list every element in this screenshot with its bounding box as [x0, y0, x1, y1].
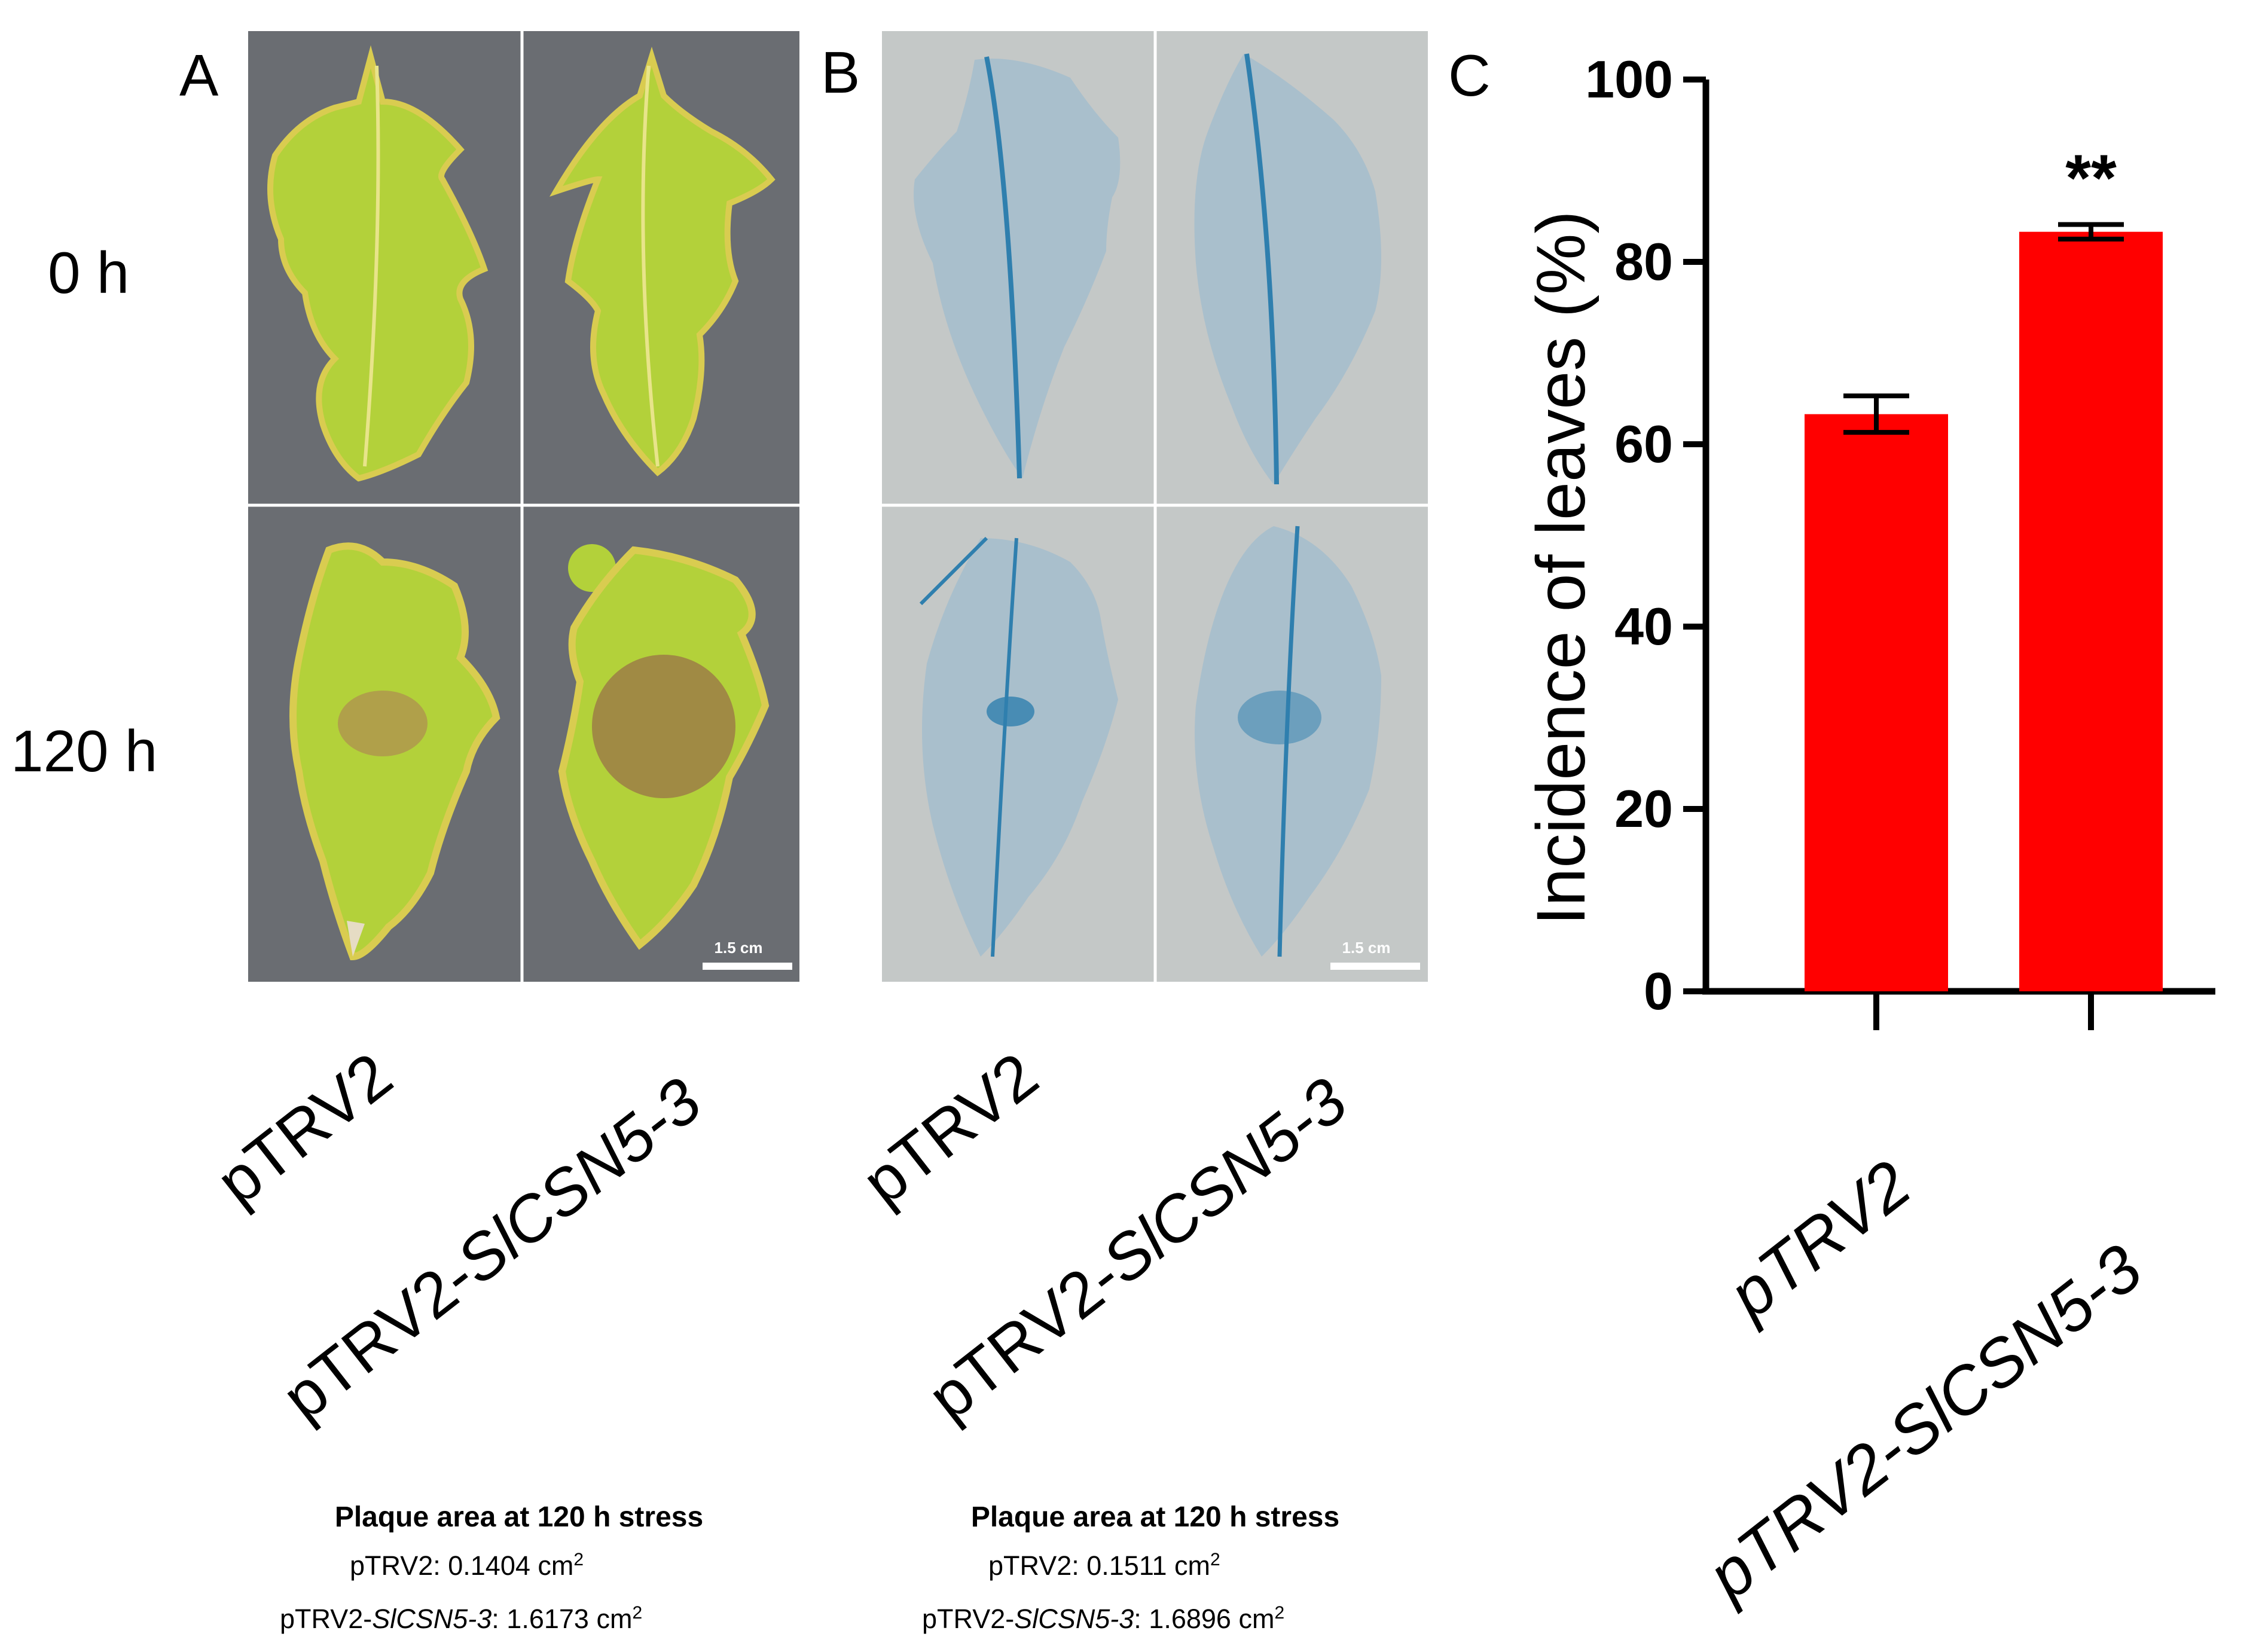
caption-b-title: Plaque area at 120 h stress: [971, 1501, 1339, 1533]
leaf-photo-b-120h-ptrv2: [919, 536, 1118, 957]
xlabel-a-ptrv2: pTRV2: [203, 1039, 405, 1219]
bar-ptrv2-slcsn5-3: [2019, 231, 2163, 991]
caption-a-line1: pTRV2: 0.1404 cm2: [350, 1550, 584, 1581]
xlabel-b-ptrv2: pTRV2: [849, 1039, 1051, 1219]
leaf-photo-a-0h-ptrv2: [267, 45, 489, 482]
leaf-photo-b-0h-ptrv2: [914, 56, 1121, 479]
leaf-photo-b-0h-slcsn5: [1194, 53, 1381, 485]
leaf-photo-a-120h-ptrv2: [289, 542, 500, 961]
row-label-120h: 120 h: [11, 718, 157, 784]
row-label-0h: 0 h: [48, 240, 129, 306]
y-tick-label: 20: [1614, 779, 1673, 838]
scale-bar-b: [1330, 963, 1420, 970]
scale-bar-a-label: 1.5 cm: [715, 939, 763, 957]
caption-a-line2: pTRV2-SlCSN5-3: 1.6173 cm2: [280, 1603, 642, 1634]
y-axis-label: Incidence of leaves (%): [1523, 210, 1599, 925]
leaf-photo-b-120h-slcsn5: [1195, 526, 1381, 957]
panel-a: A 0 h 120 h 1.5 cm: [11, 31, 799, 1634]
bar-ptrv2: [1805, 414, 1948, 991]
panel-c-label: C: [1448, 42, 1491, 108]
panel-c-bar-chart: C Incidence of leaves (%) 0 20 40 60 80 100 **…: [1448, 42, 2215, 1615]
caption-a-title: Plaque area at 120 h stress: [335, 1501, 703, 1533]
leaf-photo-a-0h-slcsn5: [549, 46, 776, 477]
scale-bar-b-label: 1.5 cm: [1342, 939, 1391, 957]
panel-a-label: A: [179, 42, 219, 108]
leaf-photo-a-120h-slcsn5: [558, 544, 770, 950]
scale-bar-a: [703, 963, 792, 970]
y-tick-label: 100: [1585, 50, 1673, 109]
panel-b-label: B: [821, 39, 860, 105]
caption-b-line1: pTRV2: 0.1511 cm2: [988, 1550, 1220, 1581]
significance-marker: **: [2065, 141, 2117, 215]
x-tick-label-ptrv2: pTRV2: [1713, 1146, 1924, 1334]
y-tick-label: 40: [1614, 597, 1673, 656]
y-tick-label: 80: [1614, 232, 1673, 291]
y-tick-label: 0: [1644, 961, 1673, 1021]
caption-b-line2: pTRV2-SlCSN5-3: 1.6896 cm2: [922, 1603, 1284, 1634]
y-tick-label: 60: [1614, 414, 1673, 474]
panel-b: B 1.5 cm pTRV2 pTRV2-SlCSN5-3 Plaque are…: [821, 31, 1428, 1634]
